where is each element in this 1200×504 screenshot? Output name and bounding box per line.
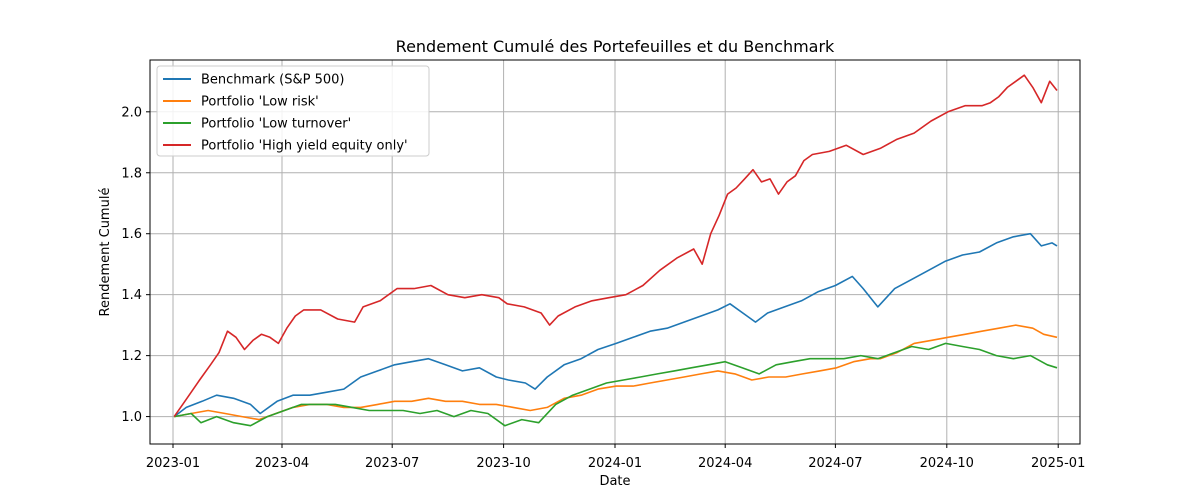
y-tick-label: 1.8 xyxy=(121,166,142,181)
y-tick-label: 2.0 xyxy=(121,105,142,120)
y-tick-label: 1.6 xyxy=(121,227,142,242)
legend: Benchmark (S&P 500) Portfolio 'Low risk' P… xyxy=(156,65,430,157)
x-axis-label: Date xyxy=(599,474,630,489)
y-tick-label: 1.4 xyxy=(121,288,142,303)
y-tick-label: 1.0 xyxy=(121,410,142,425)
legend-label: Portfolio 'Low turnover' xyxy=(201,117,351,132)
x-tick-label: 2024-10 xyxy=(920,456,974,471)
series-layer xyxy=(173,74,1058,427)
legend-label: Portfolio 'High yield equity only' xyxy=(201,139,408,154)
x-tick-label: 2024-04 xyxy=(698,456,752,471)
x-tick-label: 2023-10 xyxy=(476,456,530,471)
y-axis-label: Rendement Cumulé xyxy=(98,188,113,317)
x-tick-label: 2024-01 xyxy=(588,456,642,471)
tick-layer: 2023-01 2023-04 2023-07 2023-10 2024-01 2024-… xyxy=(121,105,1085,471)
chart-title: Rendement Cumulé des Portefeuilles et du… xyxy=(396,37,835,56)
series-line-benchmark-s-p-500 xyxy=(173,232,1058,418)
x-tick-label: 2023-07 xyxy=(365,456,419,471)
y-tick-label: 1.2 xyxy=(121,349,142,364)
legend-label: Benchmark (S&P 500) xyxy=(201,73,345,88)
x-tick-label: 2023-01 xyxy=(146,456,200,471)
legend-box xyxy=(156,65,430,157)
x-tick-label: 2025-01 xyxy=(1031,456,1085,471)
series-line-portfolio-low-turnover xyxy=(174,342,1058,427)
series-line-portfolio-high-yield-equity-only xyxy=(173,74,1058,418)
x-tick-label: 2024-07 xyxy=(808,456,862,471)
x-tick-label: 2023-04 xyxy=(255,456,309,471)
legend-label: Portfolio 'Low risk' xyxy=(201,95,319,110)
